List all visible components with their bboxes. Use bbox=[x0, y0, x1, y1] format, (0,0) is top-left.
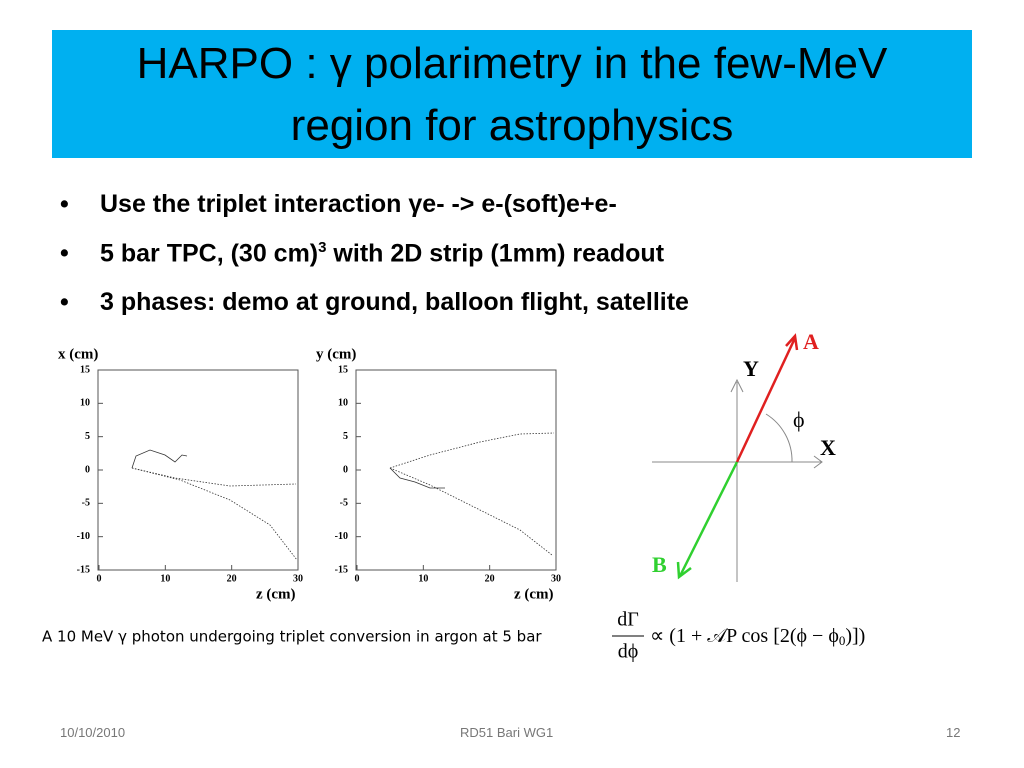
title-box: HARPO : γ polarimetry in the few-MeV reg… bbox=[52, 30, 972, 158]
vector-b bbox=[678, 461, 739, 577]
x-tick-label: 10 bbox=[418, 573, 428, 584]
x-tick-label: 0 bbox=[97, 573, 102, 584]
formula-main: ∝ (1 + 𝒜P cos [2(ϕ − ϕ bbox=[650, 625, 839, 647]
diagram: A Y ϕ X B bbox=[652, 329, 836, 582]
y-tick-label: 5 bbox=[343, 431, 348, 442]
title-line: HARPO : γ polarimetry in the few-MeV bbox=[136, 39, 888, 88]
footer-date: 10/10/2010 bbox=[60, 725, 126, 740]
vector-a bbox=[735, 337, 797, 463]
y-tick-label: 10 bbox=[338, 398, 348, 409]
track bbox=[131, 467, 297, 487]
formula-tail: )]) bbox=[845, 625, 865, 647]
superscript: 3 bbox=[318, 239, 327, 256]
y-tick-label: -5 bbox=[82, 498, 90, 509]
label-y: Y bbox=[743, 356, 759, 381]
bullet: • 3 phases: demo at ground, balloon fligh… bbox=[60, 288, 689, 316]
axis-label: y (cm) bbox=[316, 346, 356, 362]
label-a: A bbox=[803, 329, 819, 354]
x-tick-label: 30 bbox=[551, 573, 561, 584]
x-tick-label: 20 bbox=[227, 573, 237, 584]
numerator: dΓ bbox=[617, 609, 639, 631]
formula-sub: 0 bbox=[839, 633, 846, 648]
arrow-head bbox=[785, 333, 799, 351]
track bbox=[389, 432, 555, 469]
y-tick-label: -10 bbox=[335, 531, 348, 542]
title-line: region for astrophysics bbox=[290, 101, 734, 150]
tracks bbox=[131, 432, 555, 561]
track bbox=[389, 467, 445, 489]
y-tick-label: 10 bbox=[80, 398, 90, 409]
axis-label: z (cm) bbox=[514, 586, 554, 602]
formula-body: ∝ (1 + 𝒜P cos [2(ϕ − ϕ0)]) bbox=[650, 625, 865, 648]
y-tick-label: 0 bbox=[343, 464, 348, 475]
y-tick-label: 15 bbox=[80, 364, 90, 375]
y-tick-label: -5 bbox=[340, 498, 348, 509]
plot-frames bbox=[97, 369, 557, 571]
arrow-head bbox=[812, 455, 823, 469]
caption: A 10 MeV γ photon undergoing triplet con… bbox=[42, 628, 542, 646]
y-tick-label: 15 bbox=[338, 364, 348, 375]
track bbox=[131, 449, 188, 469]
formula: dΓ dϕ ∝ (1 + 𝒜P cos [2(ϕ − ϕ0)]) bbox=[612, 609, 865, 663]
bullet-text: with 2D strip (1mm) readout bbox=[326, 239, 665, 268]
arrow-head bbox=[730, 378, 744, 393]
plot-frame bbox=[355, 369, 557, 571]
x-tick-label: 0 bbox=[355, 573, 360, 584]
bullet: • 5 bar TPC, (30 cm)3 with 2D strip (1mm)… bbox=[60, 239, 665, 268]
bullet-text: Use the triplet interaction γe- -> e-(so… bbox=[100, 190, 617, 218]
x-tick-label: 10 bbox=[160, 573, 170, 584]
bullet-text: 3 phases: demo at ground, balloon flight… bbox=[100, 288, 689, 316]
x-tick-label: 30 bbox=[293, 573, 303, 584]
x-tick-label: 20 bbox=[485, 573, 495, 584]
bullet-text: 5 bar TPC, (30 cm) bbox=[100, 239, 319, 268]
plot-frame bbox=[97, 369, 299, 571]
y-tick-label: -10 bbox=[77, 531, 90, 542]
y-tick-label: 0 bbox=[85, 464, 90, 475]
angle-arc bbox=[765, 413, 793, 463]
y-tick-label: 5 bbox=[85, 431, 90, 442]
footer-page: 12 bbox=[946, 725, 961, 740]
axis-label: x (cm) bbox=[58, 346, 98, 362]
y-tick-label: -15 bbox=[335, 564, 348, 575]
label-phi: ϕ bbox=[793, 407, 805, 432]
track bbox=[131, 467, 298, 561]
track bbox=[389, 467, 553, 556]
label-x: X bbox=[820, 435, 836, 460]
axis-label: z (cm) bbox=[256, 586, 296, 602]
y-tick-label: -15 bbox=[77, 564, 90, 575]
label-b: B bbox=[652, 552, 667, 577]
bullet: • Use the triplet interaction γe- -> e-(s… bbox=[60, 190, 617, 218]
arrow-head bbox=[676, 561, 692, 580]
denominator: dϕ bbox=[618, 641, 639, 663]
footer-center: RD51 Bari WG1 bbox=[460, 725, 554, 740]
